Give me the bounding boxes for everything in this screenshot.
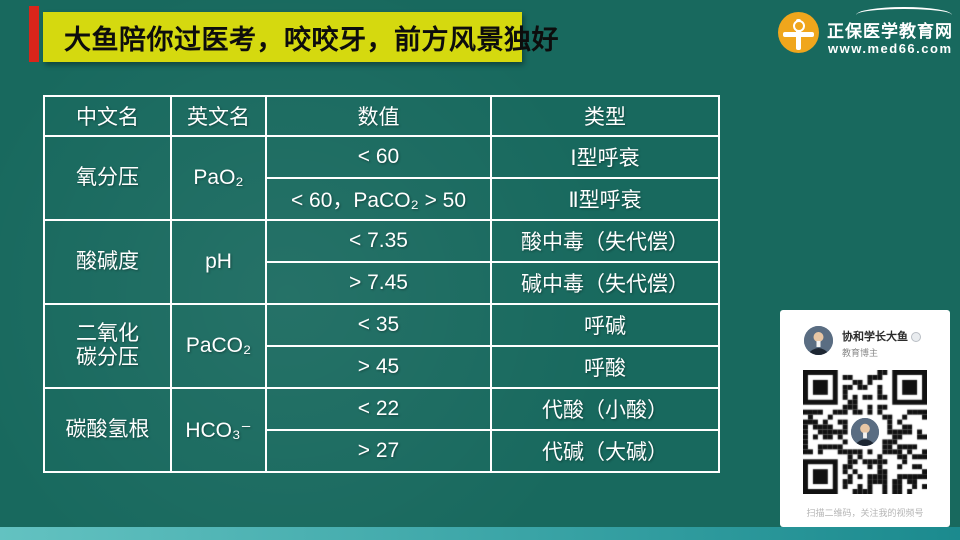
logo-url: www.med66.com — [828, 41, 953, 56]
banner-text: 大鱼陪你过医考，咬咬牙，前方风景独好 — [64, 24, 559, 55]
med66-logo: 正保医学教育网 www.med66.com — [778, 7, 954, 58]
col-header-en: 英文名 — [170, 95, 267, 137]
table-row: > 45 呼酸 — [44, 345, 720, 389]
type-cell: 呼酸 — [490, 345, 720, 389]
en-name-cell: HCO₃⁻ — [170, 387, 267, 473]
cn-name-cell: 二氧化 碳分压 — [43, 303, 172, 389]
type-cell: 代酸（小酸） — [490, 387, 720, 431]
table-row: > 7.45 碱中毒（失代偿） — [44, 261, 720, 305]
qr-card: 协和学长大鱼 教育博主 扫描二维码，关注我的视频号 — [780, 310, 950, 527]
cn-name-line: 碳酸氢根 — [65, 417, 150, 441]
qr-account-name-text: 协和学长大鱼 — [842, 331, 908, 343]
table-row: > 27 代碱（大碱） — [44, 429, 720, 473]
col-header-type: 类型 — [490, 95, 720, 137]
type-cell: 代碱（大碱） — [490, 429, 720, 473]
cn-name-line: 碳分压 — [76, 346, 139, 369]
value-cell: < 35 — [265, 303, 492, 347]
cn-name-cell: 酸碱度 — [43, 219, 172, 305]
qr-card-header: 协和学长大鱼 教育博主 — [804, 326, 942, 366]
bottom-gradient-bar — [0, 527, 960, 540]
en-name-cell: pH — [170, 219, 267, 305]
qr-code — [803, 370, 927, 494]
cn-name-line: 酸碱度 — [76, 249, 139, 273]
logo-title: 正保医学教育网 — [827, 22, 953, 41]
value-cell: < 7.35 — [265, 219, 492, 263]
value-cell: < 60，PaCO₂ > 50 — [265, 177, 492, 221]
reference-table: 中文名 英文名 数值 类型 氧分压 PaO₂ < 60 Ⅰ型呼衰 < 60，Pa… — [43, 95, 720, 473]
cn-name-cell: 碳酸氢根 — [43, 387, 172, 473]
red-accent-bar — [29, 6, 39, 62]
med66-logo-icon — [778, 12, 819, 53]
banner: 大鱼陪你过医考，咬咬牙，前方风景独好 — [43, 12, 559, 62]
table-row: 氧分压 PaO₂ < 60 Ⅰ型呼衰 — [43, 135, 720, 221]
type-cell: Ⅰ型呼衰 — [490, 135, 720, 179]
col-header-cn: 中文名 — [43, 95, 172, 137]
en-name-cell: PaCO₂ — [170, 303, 267, 389]
value-cell: < 60 — [265, 135, 492, 179]
channels-badge-icon — [911, 332, 921, 343]
table-row: 碳酸氢根 HCO₃⁻ < 22 代酸（小酸） — [43, 387, 720, 473]
type-cell: Ⅱ型呼衰 — [490, 177, 720, 221]
qr-caption: 扫描二维码，关注我的视频号 — [806, 508, 924, 518]
cn-name-line: 二氧化 — [76, 321, 139, 345]
logo-ring-icon — [793, 20, 805, 32]
qr-center-avatar — [849, 416, 881, 448]
qr-account-name: 协和学长大鱼 — [842, 328, 921, 344]
cn-name-line: 氧分压 — [76, 165, 139, 189]
avatar — [804, 326, 833, 355]
table-row: 酸碱度 pH < 7.35 酸中毒（失代偿） — [43, 219, 720, 305]
value-cell: > 27 — [265, 429, 492, 473]
table-row: < 60，PaCO₂ > 50 Ⅱ型呼衰 — [44, 177, 720, 221]
col-header-value: 数值 — [265, 95, 492, 137]
type-cell: 呼碱 — [490, 303, 720, 347]
type-cell: 碱中毒（失代偿） — [490, 261, 720, 305]
logo-cross-icon — [783, 32, 814, 37]
type-cell: 酸中毒（失代偿） — [490, 219, 720, 263]
cn-name-cell: 氧分压 — [43, 135, 172, 221]
table-header-row: 中文名 英文名 数值 类型 — [43, 95, 720, 137]
value-cell: > 7.45 — [265, 261, 492, 305]
value-cell: > 45 — [265, 345, 492, 389]
logo-arc — [856, 7, 952, 23]
qr-account-role: 教育博主 — [842, 348, 879, 358]
table-row: 二氧化 碳分压 PaCO₂ < 35 呼碱 — [43, 303, 720, 389]
en-name-cell: PaO₂ — [170, 135, 267, 221]
value-cell: < 22 — [265, 387, 492, 431]
